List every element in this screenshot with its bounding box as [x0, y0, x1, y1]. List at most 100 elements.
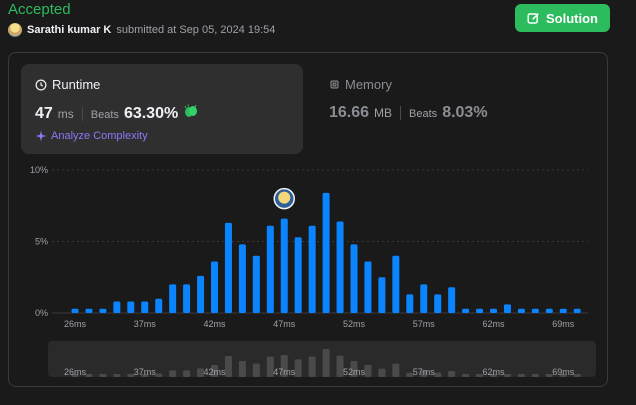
overview-bar: [336, 355, 344, 377]
overview-bar: [392, 363, 400, 377]
runtime-unit: ms: [57, 107, 74, 121]
chart-bar: [462, 308, 470, 313]
avatar[interactable]: [8, 23, 22, 37]
y-tick-label: 10%: [30, 165, 48, 175]
overview-tick-label: 57ms: [413, 367, 436, 377]
x-tick-label: 37ms: [134, 319, 157, 329]
chart-bar: [503, 304, 511, 313]
overview-tick-label: 69ms: [552, 367, 575, 377]
x-tick-label: 52ms: [343, 319, 366, 329]
runtime-title-label: Runtime: [52, 77, 101, 92]
chart-bar: [448, 287, 456, 313]
chart-bar: [545, 308, 553, 313]
clock-icon: [35, 79, 47, 90]
overview-bar: [490, 374, 497, 377]
chip-icon: [330, 80, 339, 89]
chart-bar: [531, 308, 539, 313]
submission-info: Sarathi kumar K submitted at Sep 05, 202…: [8, 22, 275, 38]
overview-bar: [517, 374, 525, 377]
edit-icon: [527, 12, 539, 24]
x-tick-label: 42ms: [203, 319, 226, 329]
chart-bar: [197, 275, 205, 313]
overview-bar: [113, 374, 121, 377]
overview-tick-label: 47ms: [273, 367, 296, 377]
overview-bar: [155, 373, 163, 377]
overview-bar: [141, 374, 149, 377]
chart-bar: [406, 294, 414, 313]
chart-bar: [350, 244, 358, 313]
chart-bar: [336, 221, 344, 313]
memory-value: 16.66: [329, 104, 370, 121]
overview-bar: [183, 370, 191, 377]
x-tick-label: 57ms: [413, 319, 436, 329]
overview-bar: [308, 356, 316, 377]
overview-bar: [378, 368, 386, 377]
overview-bar: [322, 349, 330, 377]
memory-beats-label: Beats: [409, 108, 438, 120]
overview-bar: [224, 356, 232, 377]
x-tick-label: 62ms: [482, 319, 505, 329]
overview-bar: [434, 372, 442, 377]
y-tick-label: 5%: [35, 237, 48, 247]
runtime-beats-value: 63.30%: [123, 105, 179, 122]
chart-bar: [476, 308, 484, 313]
overview-bar: [573, 374, 581, 377]
chart-bar: [155, 298, 163, 313]
chart-bar: [85, 308, 93, 313]
chart-bar: [127, 301, 135, 313]
chart-bar: [490, 308, 497, 313]
status-accepted: Accepted: [8, 1, 71, 18]
chart-bar: [71, 308, 79, 313]
runtime-metric: 47 ms Beats 63.30%: [35, 104, 199, 123]
memory-metric: 16.66 MB Beats 8.03%: [329, 104, 488, 122]
chart-bar: [113, 301, 121, 313]
overview-bar: [238, 361, 246, 377]
analyze-complexity-link[interactable]: Analyze Complexity: [35, 130, 148, 142]
overview-bar: [266, 356, 274, 377]
overview-bar: [350, 361, 358, 377]
overview-track: [48, 341, 596, 377]
chart-bar: [224, 222, 232, 313]
chart-bar: [392, 255, 400, 313]
overview-bar: [294, 359, 302, 377]
overview-bar: [99, 374, 107, 377]
overview-bar: [406, 372, 414, 377]
overview-bar: [252, 363, 260, 377]
memory-beats-value: 8.03%: [442, 104, 488, 121]
solution-button-label: Solution: [546, 10, 598, 26]
memory-title: Memory: [329, 77, 392, 92]
overview-bar: [85, 374, 93, 377]
chart-bar: [99, 308, 107, 313]
overview-tick-label: 42ms: [203, 367, 226, 377]
chart-bar: [364, 261, 372, 313]
solution-button[interactable]: Solution: [515, 4, 610, 32]
x-tick-label: 47ms: [273, 319, 296, 329]
submitted-timestamp: submitted at Sep 05, 2024 19:54: [116, 24, 276, 36]
divider: [400, 106, 402, 120]
memory-unit: MB: [374, 106, 393, 120]
chart-bar: [559, 308, 567, 313]
runtime-card[interactable]: [21, 64, 303, 154]
memory-title-label: Memory: [345, 77, 392, 92]
chart-bar: [266, 225, 274, 313]
overview-bar: [71, 374, 79, 377]
username-link[interactable]: Sarathi kumar K: [27, 24, 112, 36]
chart-bar: [322, 192, 330, 313]
overview-tick-label: 37ms: [134, 367, 157, 377]
runtime-beats-label: Beats: [90, 109, 119, 121]
chart-bar: [434, 294, 442, 313]
overview-tick-label: 26ms: [64, 367, 87, 377]
overview-bar: [545, 374, 553, 377]
x-tick-label: 26ms: [64, 319, 87, 329]
chart-bar: [308, 225, 316, 313]
overview-bar: [531, 374, 539, 377]
chart-bar: [211, 261, 218, 313]
chart-bar: [169, 284, 177, 313]
x-tick-label: 69ms: [552, 319, 575, 329]
overview-bar: [462, 374, 470, 377]
chart-bar: [573, 308, 581, 313]
chart-bar: [141, 301, 149, 313]
overview-bar: [127, 374, 135, 377]
chart-bar: [517, 308, 525, 313]
